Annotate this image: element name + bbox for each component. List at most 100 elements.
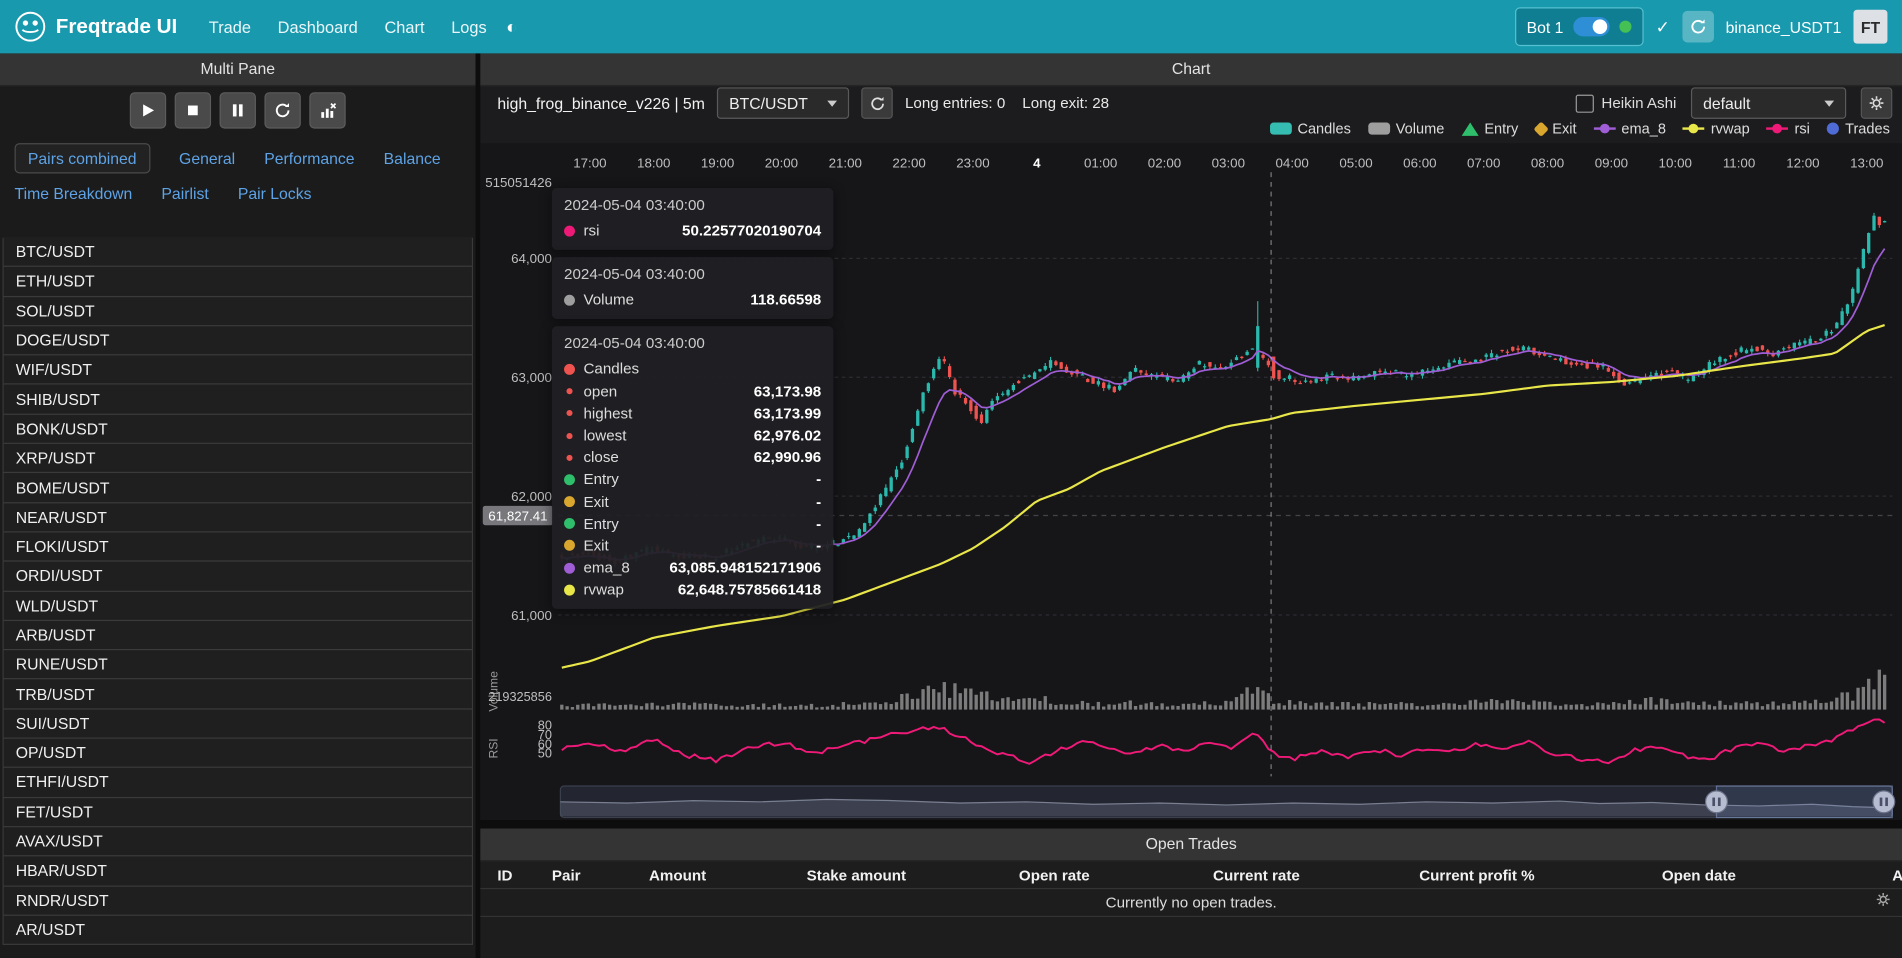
- pair-list-item[interactable]: FET/USDT: [2, 796, 474, 828]
- chart-refresh-button[interactable]: [861, 87, 893, 119]
- heikin-ashi-label: Heikin Ashi: [1601, 94, 1677, 112]
- theme-toggle-icon[interactable]: ◐: [506, 16, 518, 37]
- column-header-stake-amount: Stake amount: [806, 867, 907, 885]
- svg-text:18:00: 18:00: [637, 155, 670, 170]
- legend-item-candles[interactable]: Candles: [1269, 120, 1351, 137]
- pair-list-item[interactable]: RNDR/USDT: [2, 884, 474, 916]
- legend-item-volume[interactable]: Volume: [1367, 120, 1444, 137]
- sidebar-tab-time-breakdown[interactable]: Time Breakdown: [14, 184, 133, 203]
- sidebar-tabs: Pairs combined General Performance Balance T…: [14, 143, 466, 203]
- pair-list-item[interactable]: WLD/USDT: [2, 590, 474, 621]
- pair-list-item[interactable]: WIF/USDT: [2, 354, 474, 386]
- svg-text:Volume: Volume: [486, 671, 500, 712]
- heikin-ashi-checkbox[interactable]: Heikin Ashi: [1575, 94, 1677, 113]
- legend-item-rsi[interactable]: rsi: [1766, 120, 1810, 137]
- pair-list-item[interactable]: RUNE/USDT: [2, 649, 474, 680]
- pair-list-item[interactable]: SHIB/USDT: [2, 383, 474, 415]
- column-header-amount: Amount: [648, 867, 707, 885]
- play-icon: [143, 104, 155, 117]
- nav-link-dashboard[interactable]: Dashboard: [277, 17, 358, 36]
- pair-list-item[interactable]: FLOKI/USDT: [2, 531, 474, 562]
- chart-column: Chart high_frog_binance_v226 | 5m BTC/US…: [480, 53, 1902, 958]
- plot-config-select[interactable]: default: [1690, 87, 1847, 119]
- pair-list-item[interactable]: TRB/USDT: [2, 678, 474, 710]
- plot-settings-button[interactable]: [1860, 87, 1893, 119]
- chart-panel-title: Chart: [480, 53, 1902, 87]
- svg-text:10:00: 10:00: [1659, 155, 1692, 170]
- legend-item-rvwap[interactable]: rvwap: [1682, 120, 1750, 137]
- rvwap-marker-icon: [1682, 123, 1705, 134]
- pair-list-item[interactable]: OP/USDT: [2, 737, 474, 769]
- freqtrade-logo: [15, 11, 46, 42]
- navigator-handle[interactable]: [1872, 790, 1896, 814]
- candlestick-chart[interactable]: 17:00 18:00 19:00 20:00 21:00 22:00 23:00 4 01:0…: [480, 143, 1902, 820]
- entry-marker-icon: [1461, 121, 1479, 136]
- svg-text:70: 70: [538, 727, 552, 742]
- refresh-icon: [870, 96, 884, 110]
- open-trades-empty-message: Currently no open trades.: [480, 887, 1902, 918]
- sidebar-tab-pair-locks[interactable]: Pair Locks: [237, 184, 312, 203]
- table-settings-button[interactable]: [1870, 887, 1894, 911]
- column-header-current-rate: Current rate: [1213, 867, 1300, 885]
- stop-bot-button[interactable]: [174, 92, 212, 129]
- rsi-marker-icon: [1766, 123, 1789, 134]
- sidebar-tab-pairlist[interactable]: Pairlist: [161, 184, 209, 203]
- pair-select[interactable]: BTC/USDT: [716, 87, 850, 119]
- pair-list-item[interactable]: ETH/USDT: [2, 266, 474, 297]
- refresh-icon: [1690, 19, 1705, 34]
- trades-marker-icon: [1826, 122, 1840, 135]
- legend-item-trades[interactable]: Trades: [1826, 120, 1890, 137]
- bot-toggle[interactable]: [1573, 16, 1610, 37]
- svg-text:219325856: 219325856: [488, 689, 552, 704]
- cancel-open-orders-button[interactable]: [309, 92, 346, 129]
- pair-list-item[interactable]: HBAR/USDT: [2, 855, 474, 887]
- pair-list-item[interactable]: ORDI/USDT: [2, 560, 474, 592]
- pair-list-item[interactable]: ETHFI/USDT: [2, 767, 474, 798]
- navigator-handle[interactable]: [1704, 790, 1729, 814]
- legend-item-exit[interactable]: Exit: [1533, 120, 1577, 137]
- open-trades-header-row: ID Pair Amount Stake amount Open rate Current…: [480, 861, 1902, 888]
- start-bot-button[interactable]: [129, 92, 167, 129]
- column-header-open-date: Open date: [1661, 867, 1736, 885]
- pause-icon: [232, 104, 243, 117]
- pair-list-item[interactable]: BOME/USDT: [2, 472, 474, 504]
- nav-link-logs[interactable]: Logs: [451, 17, 487, 36]
- pair-list-item[interactable]: XRP/USDT: [2, 442, 474, 474]
- pair-list-item[interactable]: NEAR/USDT: [2, 501, 474, 533]
- open-trades-panel: Open Trades ID Pair Amount Stake amount Open…: [480, 828, 1902, 958]
- pair-list-item[interactable]: AVAX/USDT: [2, 825, 474, 857]
- brand[interactable]: Freqtrade UI: [15, 11, 178, 43]
- long-exits-count: Long exit: 28: [1022, 94, 1110, 112]
- legend-item-entry[interactable]: Entry: [1461, 120, 1518, 137]
- pair-list-item[interactable]: ARB/USDT: [2, 619, 474, 651]
- svg-text:12:00: 12:00: [1786, 155, 1819, 170]
- avatar[interactable]: FT: [1853, 9, 1888, 44]
- pair-list-item[interactable]: SUI/USDT: [2, 708, 474, 739]
- nav-link-trade[interactable]: Trade: [208, 17, 251, 36]
- pair-list-item[interactable]: BTC/USDT: [2, 237, 474, 268]
- pair-list-item[interactable]: AR/USDT: [2, 914, 474, 946]
- sidebar-tab-balance[interactable]: Balance: [383, 149, 441, 168]
- sidebar-tab-pairs-combined[interactable]: Pairs combined: [14, 143, 150, 174]
- svg-text:61,827.41: 61,827.41: [488, 508, 547, 523]
- legend-item-ema_8[interactable]: ema_8: [1593, 120, 1666, 137]
- bot-selector[interactable]: Bot 1: [1514, 7, 1644, 47]
- bot-name: Bot 1: [1526, 17, 1564, 36]
- pair-list-item[interactable]: BONK/USDT: [2, 413, 474, 445]
- strategy-label: high_frog_binance_v226 | 5m: [497, 94, 705, 113]
- sidebar-tab-general[interactable]: General: [179, 149, 236, 168]
- pair-list-item[interactable]: SOL/USDT: [2, 295, 474, 327]
- svg-text:80: 80: [538, 718, 552, 733]
- svg-text:4: 4: [1033, 155, 1041, 170]
- reload-config-button[interactable]: [264, 92, 301, 129]
- svg-text:63,000: 63,000: [511, 370, 552, 385]
- chevron-down-icon: [827, 100, 838, 107]
- nav-link-chart[interactable]: Chart: [384, 17, 425, 36]
- svg-text:RSI: RSI: [486, 738, 500, 758]
- sidebar-tab-performance[interactable]: Performance: [264, 149, 355, 168]
- checkbox-icon: [1575, 94, 1595, 113]
- refresh-button[interactable]: [1681, 10, 1714, 43]
- pause-bot-button[interactable]: [219, 92, 256, 129]
- pair-list-item[interactable]: DOGE/USDT: [2, 324, 474, 356]
- ema_8-marker-icon: [1593, 123, 1616, 134]
